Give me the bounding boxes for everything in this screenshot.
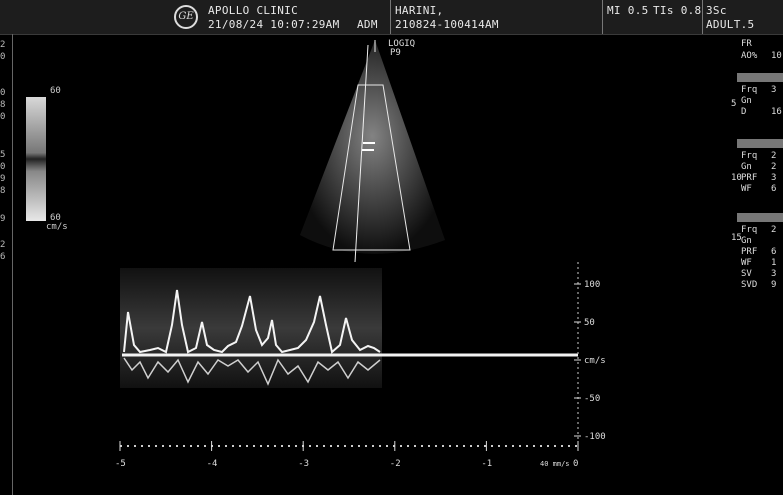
parameter-panel: FR AO% 10 Frq 3 Gn D 16 Frq 2 Gn 2 PRF 3 WF 6 Frq 2 Gn PRF 6… — [731, 37, 783, 347]
velocity-tick-label: cm/s — [584, 356, 606, 366]
operator: ADM — [357, 18, 378, 31]
left-edge-number: 2 — [0, 40, 6, 50]
color-roi-box — [332, 84, 411, 251]
patient-id: 210824-100414AM — [395, 18, 499, 31]
param-b-gn: Gn — [741, 96, 752, 106]
color-scale-top: 60 — [50, 86, 61, 96]
time-tick-label: -2 — [390, 459, 401, 469]
exam-datetime: 21/08/24 10:07:29AM — [208, 18, 340, 31]
param-b-value: 16 — [771, 107, 782, 117]
velocity-tick-label: 100 — [584, 280, 600, 290]
param-section-header — [737, 213, 783, 222]
param-cf-value: 2 — [771, 162, 777, 172]
param-pw-gn: Gn — [741, 236, 752, 246]
time-tick-label: -5 — [115, 459, 126, 469]
left-edge-number: 0 — [0, 52, 6, 62]
ge-logo: GE — [174, 5, 198, 29]
param-cf-value: 3 — [771, 173, 777, 183]
thermal-index: TIs 0.8 — [653, 4, 702, 17]
time-tick-label: -1 — [481, 459, 492, 469]
divider — [390, 0, 391, 34]
left-edge-number: 8 — [0, 100, 6, 110]
system-code: P9 — [390, 48, 401, 58]
left-edge-number: 0 — [0, 88, 6, 98]
left-divider — [12, 34, 13, 495]
param-fr: FR — [741, 39, 752, 49]
left-edge-number: 5 — [0, 150, 6, 160]
param-cf-value: 6 — [771, 184, 777, 194]
left-edge-number: 0 — [0, 162, 6, 172]
divider — [602, 0, 603, 34]
probe-name: 3Sc — [706, 4, 727, 17]
velocity-tick-label: -50 — [584, 394, 600, 404]
param-pw-value: 1 — [771, 258, 777, 268]
param-ao-value: 10 — [771, 51, 782, 61]
doppler-reverse-flow — [123, 357, 381, 386]
time-tick-label: 0 — [573, 459, 578, 469]
param-section-header — [737, 139, 783, 148]
color-scale-bottom: 60 — [50, 213, 61, 223]
param-cf-gn: Gn — [741, 162, 752, 172]
velocity-tick-label: -100 — [584, 432, 606, 442]
divider — [702, 0, 703, 34]
left-edge-number: 6 — [0, 252, 6, 262]
param-cf-value: 2 — [771, 151, 777, 161]
param-pw-svd: SVD — [741, 280, 758, 290]
param-pw-value: 2 — [771, 225, 777, 235]
param-ao: AO% — [741, 51, 758, 61]
param-pw-prf: PRF — [741, 247, 758, 257]
left-edge-number: 9 — [0, 214, 6, 224]
left-edge-number: 0 — [0, 112, 6, 122]
depth-marker: 10 — [731, 173, 742, 183]
velocity-tick-label: 50 — [584, 318, 595, 328]
param-pw-value: 6 — [771, 247, 777, 257]
doppler-waveform — [123, 289, 381, 354]
left-edge-number: 8 — [0, 186, 6, 196]
param-b-frq: Frq — [741, 85, 758, 95]
time-tick-label: -3 — [298, 459, 309, 469]
param-pw-value: 9 — [771, 280, 777, 290]
patient-name: HARINI, — [395, 4, 444, 17]
mechanical-index: MI 0.5 — [607, 4, 649, 17]
left-edge-number: 9 — [0, 174, 6, 184]
param-cf-prf: PRF — [741, 173, 758, 183]
left-edge-number: 2 — [0, 240, 6, 250]
depth-marker: 15 — [731, 233, 742, 243]
param-section-header — [737, 73, 783, 82]
param-pw-frq: Frq — [741, 225, 758, 235]
time-tick-label: -4 — [207, 459, 218, 469]
color-velocity-scale — [26, 97, 46, 221]
sweep-speed: 40 mm/s — [540, 460, 570, 468]
depth-marker: 5 — [731, 99, 737, 109]
color-scale-unit: cm/s — [46, 222, 68, 232]
param-cf-frq: Frq — [741, 151, 758, 161]
param-pw-wf: WF — [741, 258, 752, 268]
param-cf-wf: WF — [741, 184, 752, 194]
time-axis-ticks: -5 -4 -3 -2 -1 0 — [115, 441, 579, 469]
param-pw-sv: SV — [741, 269, 752, 279]
header-bar: GE APOLLO CLINIC 21/08/24 10:07:29AM ADM… — [0, 0, 783, 35]
param-b-value: 3 — [771, 85, 777, 95]
clinic-name: APOLLO CLINIC — [208, 4, 298, 17]
b-mode-sector — [300, 40, 445, 254]
param-pw-value: 3 — [771, 269, 777, 279]
doppler-cursor-line — [354, 44, 369, 263]
system-logo: LOGIQ — [388, 39, 415, 49]
param-b-d: D — [741, 107, 747, 117]
preset-name: ADULT.5 — [706, 18, 755, 31]
velocity-axis-ticks: 100 50 cm/s -50 -100 — [574, 280, 606, 442]
